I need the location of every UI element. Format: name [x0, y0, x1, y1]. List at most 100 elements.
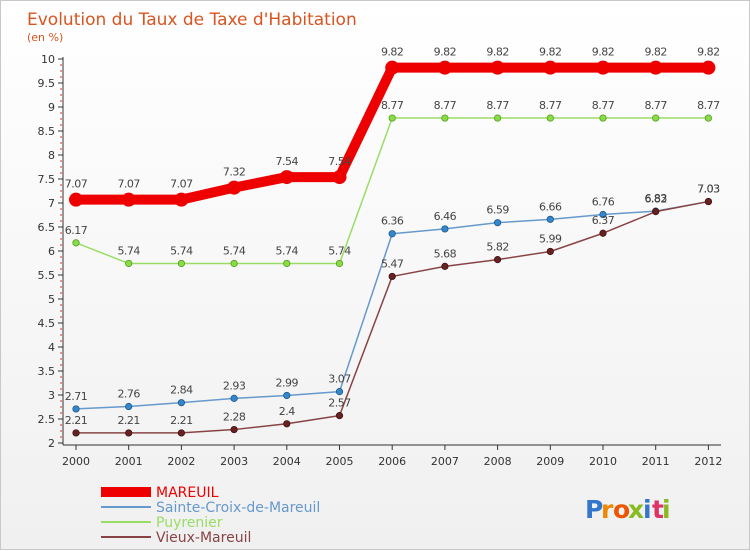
y-tick-label: 3.5 — [38, 365, 56, 378]
data-label: 6.76 — [592, 196, 615, 209]
y-tick-label: 5 — [48, 293, 55, 306]
data-point — [72, 429, 80, 437]
x-tick-label: 2006 — [378, 455, 406, 468]
data-point — [546, 215, 554, 223]
data-label: 5.68 — [434, 247, 457, 260]
data-point — [704, 197, 713, 206]
data-label: 9.82 — [697, 46, 720, 59]
data-label: 8.77 — [592, 99, 615, 112]
x-tick-label: 2000 — [62, 455, 90, 468]
legend-label: Puyrenier — [156, 515, 223, 531]
logo-letter: t — [652, 495, 664, 524]
data-label: 2.93 — [223, 379, 246, 392]
data-point — [652, 114, 660, 122]
y-tick-label: 10 — [41, 53, 55, 66]
data-point — [230, 394, 238, 402]
x-tick-label: 2012 — [694, 455, 722, 468]
data-label: 2.57 — [328, 397, 351, 410]
data-label: 2.21 — [117, 414, 140, 427]
data-label: 5.47 — [381, 257, 404, 270]
data-point — [490, 60, 505, 75]
data-label: 2.99 — [276, 376, 299, 389]
data-label: 5.82 — [486, 241, 509, 254]
logo-letter: x — [628, 495, 644, 524]
data-label: 7.32 — [223, 166, 246, 179]
data-label: 6.83 — [644, 192, 667, 205]
axes: 2 2.5 3 3.5 4 4.5 5 5.5 6 6.5 7 7.5 8 8.5 9 9.5 10 2000 20… — [38, 53, 723, 468]
data-labels: 7.07 7.07 7.07 7.32 7.54 7.54 9.82 9.82 9.82 9.82… — [65, 46, 721, 427]
data-point — [72, 239, 80, 247]
data-label: 5.99 — [539, 232, 562, 245]
y-tick-label: 4.5 — [38, 317, 56, 330]
legend-label: MAREUIL — [156, 485, 219, 501]
data-point — [283, 420, 291, 428]
data-label: 9.82 — [381, 46, 404, 59]
data-point — [177, 429, 185, 437]
logo-letter: P — [585, 495, 603, 524]
data-label: 2.84 — [170, 384, 193, 397]
data-point — [125, 402, 133, 411]
data-label: 6.37 — [592, 214, 615, 227]
x-tick-label: 2005 — [326, 455, 354, 468]
data-point — [125, 429, 133, 437]
data-label: 2.4 — [279, 405, 295, 418]
data-point — [652, 208, 660, 216]
chart-title: Evolution du Taux de Taxe d'Habitation — [27, 10, 357, 30]
data-label: 5.74 — [276, 244, 299, 257]
legend-label: Vieux-Mareuil — [156, 530, 251, 546]
x-tick-label: 2011 — [642, 455, 670, 468]
data-label: 2.71 — [65, 390, 88, 403]
data-label: 9.82 — [486, 46, 509, 59]
data-label: 8.77 — [644, 99, 667, 112]
series-line — [75, 117, 710, 265]
data-label: 9.82 — [434, 46, 457, 59]
data-point — [388, 230, 396, 238]
data-point — [388, 272, 396, 281]
data-label: 6.17 — [65, 224, 88, 237]
data-point — [493, 256, 502, 264]
data-point — [701, 60, 716, 75]
data-label: 7.54 — [328, 155, 351, 168]
data-label: 7.54 — [276, 155, 299, 168]
data-label: 2.21 — [170, 414, 193, 427]
y-tick-label: 6 — [48, 245, 55, 258]
data-label: 7.07 — [117, 178, 140, 191]
data-point — [704, 114, 713, 122]
data-point — [599, 210, 607, 219]
data-point — [648, 60, 663, 75]
data-label: 7.07 — [170, 178, 193, 191]
logo-letter: i — [662, 495, 671, 524]
data-label: 5.74 — [328, 244, 351, 257]
data-point — [177, 399, 185, 407]
data-point — [546, 114, 554, 122]
legend: MAREUILSainte-Croix-de-MareuilPuyrenierV… — [101, 485, 320, 546]
data-label: 2.28 — [223, 411, 246, 424]
data-point — [72, 405, 80, 413]
y-tick-label: 6.5 — [38, 221, 56, 234]
data-label: 9.82 — [592, 46, 615, 59]
data-label: 3.07 — [328, 373, 351, 386]
data-label: 8.77 — [697, 99, 720, 112]
data-point — [177, 259, 185, 268]
data-point — [279, 170, 294, 185]
data-label: 6.66 — [539, 200, 562, 213]
logo-letter: r — [601, 495, 614, 524]
data-point — [385, 60, 400, 75]
data-label: 8.77 — [434, 99, 457, 112]
data-label: 2.21 — [65, 414, 88, 427]
data-label: 9.82 — [539, 46, 562, 59]
data-point — [441, 262, 449, 270]
data-point — [227, 180, 242, 195]
data-point — [599, 114, 607, 122]
y-tick-label: 7.5 — [38, 173, 56, 186]
series-layer — [69, 60, 716, 437]
x-tick-label: 2010 — [589, 455, 617, 468]
x-tick-label: 2001 — [115, 455, 143, 468]
data-point — [599, 229, 607, 237]
x-tick-label: 2004 — [273, 455, 301, 468]
y-tick-label: 8.5 — [38, 125, 56, 138]
data-point — [283, 391, 291, 400]
y-tick-label: 7 — [48, 197, 55, 210]
data-point — [335, 412, 344, 420]
